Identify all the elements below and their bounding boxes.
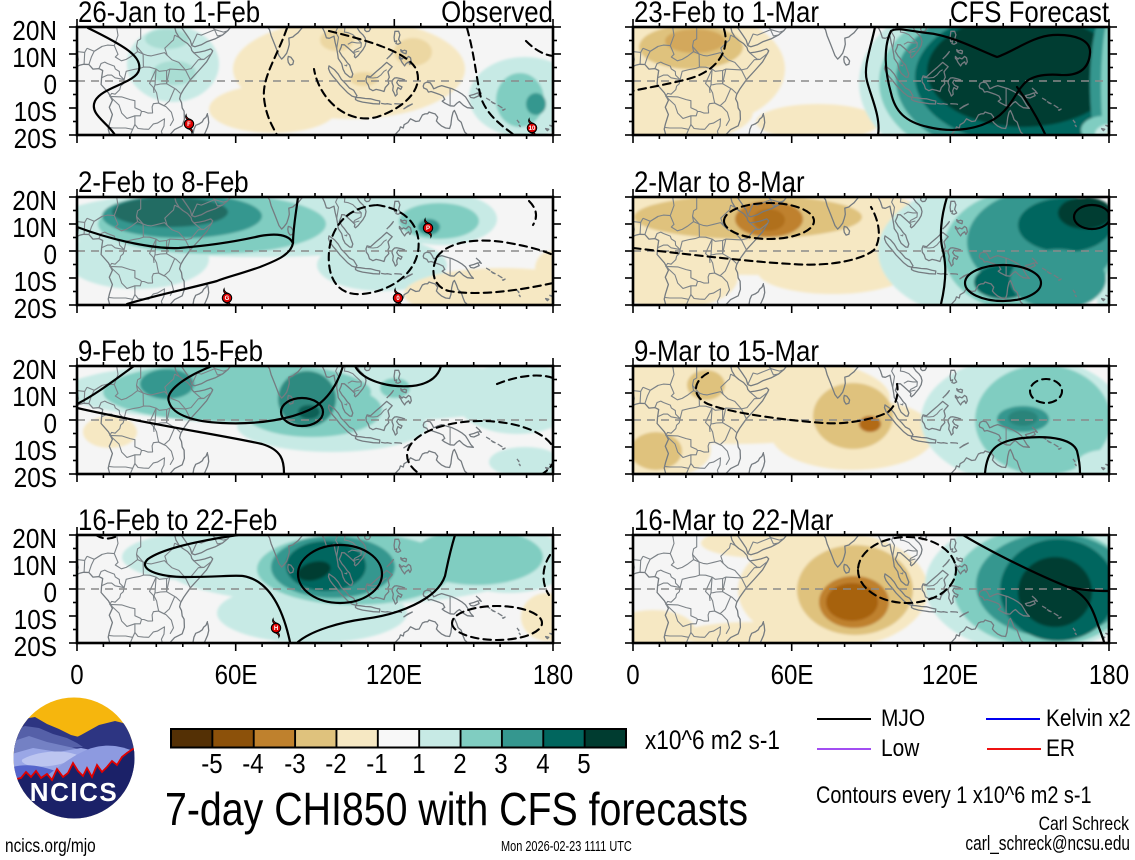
svg-text:F: F <box>187 122 191 128</box>
svg-text:G: G <box>225 296 230 302</box>
svg-text:10: 10 <box>529 126 536 132</box>
svg-text:0: 0 <box>396 296 400 302</box>
svg-text:H: H <box>274 626 278 632</box>
svg-text:NCICS: NCICS <box>30 777 118 807</box>
svg-text:P: P <box>426 226 430 232</box>
